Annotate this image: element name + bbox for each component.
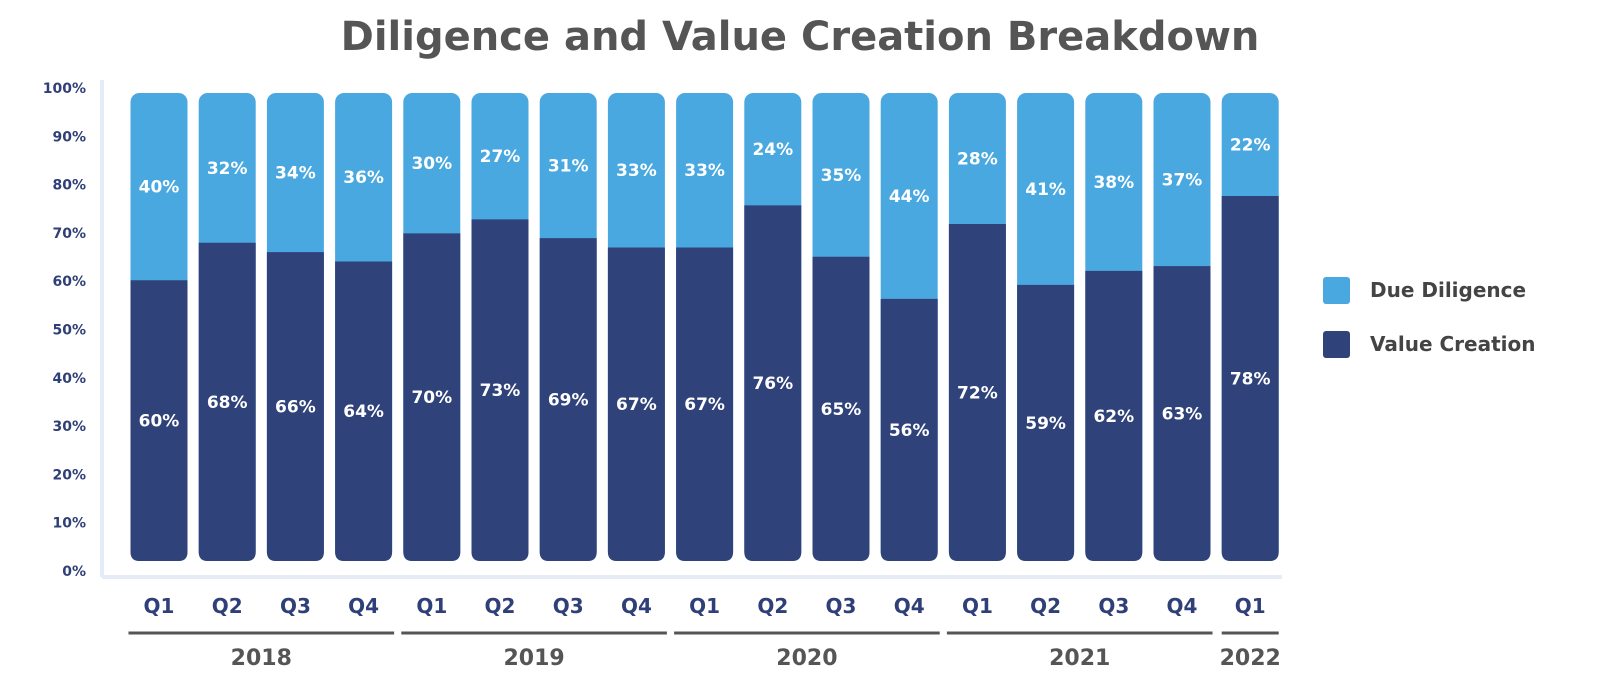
data-label-value-creation: 64% xyxy=(343,402,384,422)
y-tick-label: 80% xyxy=(52,178,86,194)
bar-value-creation xyxy=(403,233,461,561)
x-tick-label: Q4 xyxy=(1167,594,1198,618)
data-label-due-diligence: 38% xyxy=(1093,173,1134,193)
y-tick-label: 40% xyxy=(52,371,86,387)
data-label-due-diligence: 27% xyxy=(480,147,521,167)
data-label-due-diligence: 30% xyxy=(411,154,452,174)
data-label-value-creation: 78% xyxy=(1230,369,1271,389)
legend: Due Diligence Value Creation xyxy=(1323,277,1536,358)
data-label-value-creation: 68% xyxy=(207,393,248,413)
bar-value-creation xyxy=(812,256,870,561)
x-tick-label: Q3 xyxy=(553,594,584,618)
data-label-value-creation: 56% xyxy=(889,421,930,441)
data-label-due-diligence: 34% xyxy=(275,164,316,184)
data-label-value-creation: 65% xyxy=(821,400,862,420)
x-tick-label: Q2 xyxy=(212,594,243,618)
data-label-due-diligence: 36% xyxy=(343,168,384,188)
data-label-due-diligence: 41% xyxy=(1025,180,1066,200)
data-label-value-creation: 60% xyxy=(139,412,180,432)
year-group-label: 2018 xyxy=(231,646,292,671)
data-label-value-creation: 59% xyxy=(1025,414,1066,434)
data-label-due-diligence: 40% xyxy=(139,178,180,198)
data-label-due-diligence: 28% xyxy=(957,150,998,170)
year-group-label: 2021 xyxy=(1049,646,1110,671)
data-label-due-diligence: 22% xyxy=(1230,135,1271,155)
data-label-value-creation: 67% xyxy=(684,395,725,415)
x-tick-label: Q4 xyxy=(621,594,652,618)
bar-value-creation xyxy=(335,261,393,561)
year-group-label: 2022 xyxy=(1220,646,1281,671)
axis-layer: 0% 10% 20% 30% 40% 50% 60% 70% 80% 90% 100% Q1 Q2 Q3 Q… xyxy=(43,80,1282,671)
bar-value-creation xyxy=(1153,266,1211,561)
bar-value-creation xyxy=(676,247,734,561)
bar-value-creation xyxy=(266,252,324,561)
x-tick-label: Q1 xyxy=(144,594,175,618)
x-tick-label: Q1 xyxy=(962,594,993,618)
bar-value-creation xyxy=(744,205,802,561)
labels-layer: 60% 40% 68% 32% 66% 34% 64% 36% 70% 30% 73% 27% 69% 3… xyxy=(139,135,1271,440)
bar-value-creation xyxy=(1085,270,1143,561)
bar-value-creation xyxy=(948,224,1006,562)
legend-swatch xyxy=(1323,277,1350,304)
bar-value-creation xyxy=(880,298,938,561)
bar-value-creation xyxy=(1017,284,1075,561)
y-tick-label: 0% xyxy=(62,564,86,580)
data-label-due-diligence: 31% xyxy=(548,157,589,177)
bar-value-creation xyxy=(539,238,597,561)
y-tick-label: 50% xyxy=(52,323,86,339)
data-label-due-diligence: 44% xyxy=(889,187,930,207)
bar-value-creation xyxy=(198,242,256,561)
x-tick-label: Q1 xyxy=(689,594,720,618)
data-label-due-diligence: 35% xyxy=(821,166,862,186)
y-tick-label: 60% xyxy=(52,274,86,290)
data-label-value-creation: 66% xyxy=(275,398,316,418)
bar-value-creation xyxy=(607,247,665,561)
y-tick-label: 90% xyxy=(52,129,86,145)
year-group-label: 2019 xyxy=(503,646,564,671)
data-label-value-creation: 76% xyxy=(752,374,793,394)
data-label-value-creation: 70% xyxy=(411,388,452,408)
bars-layer xyxy=(130,93,1279,562)
y-tick-label: 30% xyxy=(52,419,86,435)
data-label-due-diligence: 33% xyxy=(616,161,657,181)
x-tick-label: Q1 xyxy=(416,594,447,618)
x-tick-label: Q1 xyxy=(1235,594,1266,618)
x-tick-label: Q2 xyxy=(1030,594,1061,618)
x-tick-label: Q3 xyxy=(826,594,857,618)
data-label-due-diligence: 32% xyxy=(207,159,248,179)
x-tick-label: Q3 xyxy=(1098,594,1129,618)
x-tick-label: Q4 xyxy=(894,594,925,618)
chart-title: Diligence and Value Creation Breakdown xyxy=(340,14,1260,60)
data-label-value-creation: 69% xyxy=(548,391,589,411)
y-tick-label: 10% xyxy=(52,516,86,532)
y-tick-label: 70% xyxy=(52,226,86,242)
x-tick-label: Q3 xyxy=(280,594,311,618)
data-label-due-diligence: 33% xyxy=(684,161,725,181)
data-label-value-creation: 73% xyxy=(480,381,521,401)
y-tick-label: 20% xyxy=(52,467,86,483)
bar-value-creation xyxy=(130,280,188,561)
data-label-due-diligence: 24% xyxy=(752,140,793,160)
data-label-value-creation: 62% xyxy=(1093,407,1134,427)
data-label-value-creation: 63% xyxy=(1162,405,1203,425)
x-tick-label: Q2 xyxy=(485,594,516,618)
year-group-label: 2020 xyxy=(776,646,837,671)
legend-label: Value Creation xyxy=(1370,332,1536,356)
bar-value-creation xyxy=(1221,195,1279,561)
x-tick-label: Q2 xyxy=(757,594,788,618)
data-label-value-creation: 72% xyxy=(957,384,998,404)
data-label-due-diligence: 37% xyxy=(1162,171,1203,191)
y-tick-label: 100% xyxy=(43,81,86,97)
bar-value-creation xyxy=(471,219,529,562)
legend-swatch xyxy=(1323,331,1350,358)
legend-label: Due Diligence xyxy=(1370,278,1526,302)
x-tick-label: Q4 xyxy=(348,594,379,618)
data-label-value-creation: 67% xyxy=(616,395,657,415)
